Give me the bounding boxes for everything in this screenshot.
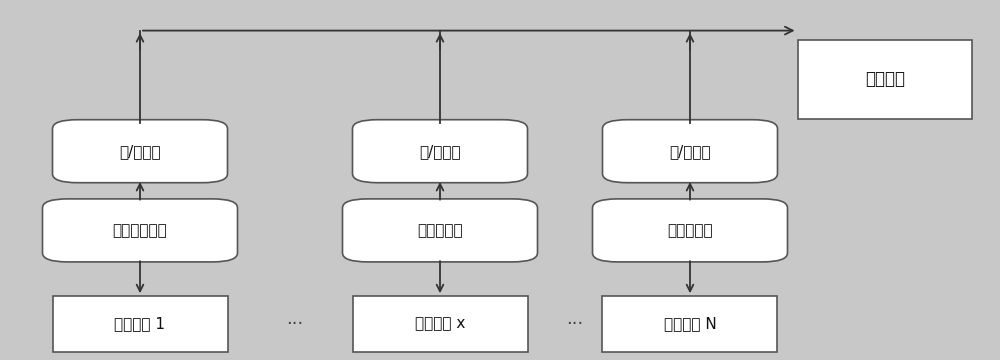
Text: 角度传感器: 角度传感器 xyxy=(667,223,713,238)
FancyBboxPatch shape xyxy=(342,199,538,262)
Text: 运动构件 N: 运动构件 N xyxy=(664,316,716,332)
Text: ···: ··· xyxy=(566,315,584,333)
Text: 运动构件 1: 运动构件 1 xyxy=(114,316,166,332)
Text: 加速度传感器: 加速度传感器 xyxy=(113,223,167,238)
FancyBboxPatch shape xyxy=(53,296,228,352)
FancyBboxPatch shape xyxy=(592,199,787,262)
Text: 模/数转换: 模/数转换 xyxy=(669,144,711,159)
Text: 运动构件 x: 运动构件 x xyxy=(415,316,465,332)
Text: 位移传感器: 位移传感器 xyxy=(417,223,463,238)
FancyBboxPatch shape xyxy=(798,40,972,119)
FancyBboxPatch shape xyxy=(602,296,777,352)
Text: ···: ··· xyxy=(286,315,304,333)
Text: 模/数转换: 模/数转换 xyxy=(419,144,461,159)
Text: 监测主机: 监测主机 xyxy=(865,70,905,88)
FancyBboxPatch shape xyxy=(602,120,777,183)
FancyBboxPatch shape xyxy=(43,199,238,262)
FancyBboxPatch shape xyxy=(353,296,528,352)
FancyBboxPatch shape xyxy=(53,120,228,183)
Text: 模/数转换: 模/数转换 xyxy=(119,144,161,159)
FancyBboxPatch shape xyxy=(352,120,528,183)
